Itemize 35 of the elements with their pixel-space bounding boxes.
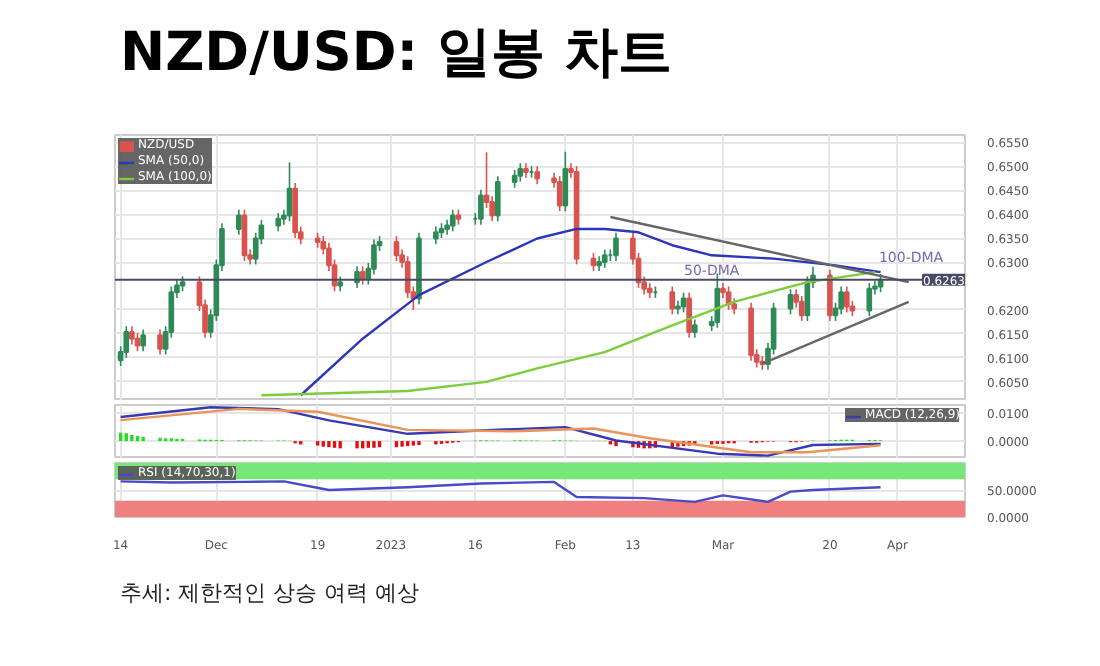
candlestick xyxy=(787,288,794,316)
candlestick xyxy=(393,235,400,262)
line-series xyxy=(119,480,882,504)
candlestick xyxy=(601,248,608,269)
chart-title: NZD/USD: 일봉 차트 xyxy=(120,20,672,88)
candlestick xyxy=(714,272,721,329)
candlestick xyxy=(613,231,619,262)
candlestick xyxy=(478,188,484,226)
candlestick xyxy=(680,291,687,314)
candlestick xyxy=(129,325,135,346)
candlestick xyxy=(236,208,242,236)
candlestick xyxy=(748,301,754,362)
candlestick xyxy=(157,328,163,356)
candlestick xyxy=(275,212,282,233)
candlestick xyxy=(359,265,366,286)
text: 추세: 제한적인 상승 여력 예상 xyxy=(120,578,420,610)
candlestick xyxy=(798,295,805,322)
candlestick xyxy=(866,282,873,317)
candlestick xyxy=(669,285,676,316)
candlestick xyxy=(691,318,698,339)
candlestick xyxy=(827,268,833,322)
candlestick xyxy=(843,285,850,314)
candlestick xyxy=(838,285,844,316)
candlestick xyxy=(686,291,692,339)
candlestick xyxy=(123,325,130,359)
candlestick xyxy=(140,328,146,352)
candlestick xyxy=(517,162,524,183)
candlestick xyxy=(494,175,501,223)
candlestick xyxy=(292,182,298,239)
candlestick xyxy=(286,161,293,223)
candlestick xyxy=(556,175,563,213)
candlestick xyxy=(675,300,681,316)
candlestick xyxy=(534,165,541,186)
candlestick xyxy=(449,208,456,233)
line-series xyxy=(299,227,882,397)
